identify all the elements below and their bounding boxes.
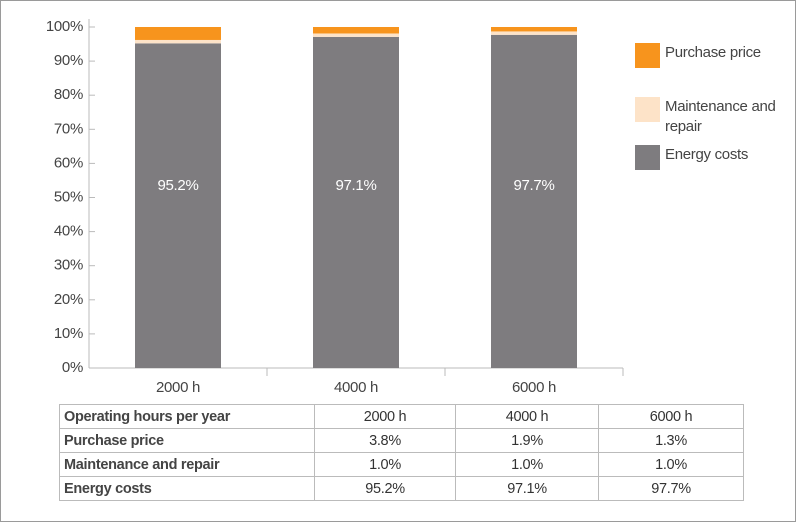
table-row: Maintenance and repair 1.0% 1.0% 1.0% — [59, 452, 744, 477]
table-row: Purchase price 3.8% 1.9% 1.3% — [59, 428, 744, 453]
bar-segment — [313, 27, 399, 34]
legend-label: Maintenance and repair — [665, 98, 776, 135]
y-tick-label: 90% — [54, 52, 83, 69]
legend-label: Energy costs — [665, 146, 749, 163]
table-cell: 1.3% — [598, 428, 744, 453]
x-tick-label: 4000 h — [334, 379, 378, 396]
table-cell: 1.0% — [455, 452, 599, 477]
table-row: Energy costs 95.2% 97.1% 97.7% — [59, 476, 744, 501]
data-table: Operating hours per year 2000 h 4000 h 6000… — [59, 404, 744, 501]
bar-segment — [135, 27, 221, 40]
y-tick-label: 0% — [62, 359, 83, 376]
bar-segment — [135, 39, 221, 44]
y-tick-label: 40% — [54, 223, 83, 240]
table-cell: 95.2% — [314, 476, 456, 501]
legend-swatch — [635, 97, 660, 122]
y-tick-label: 70% — [54, 120, 83, 137]
legend-label: Purchase price — [665, 44, 761, 61]
table-cell: 97.7% — [598, 476, 744, 501]
bar-segment — [491, 27, 577, 32]
legend-item: Energy costs — [635, 145, 780, 170]
bar-segment — [135, 43, 221, 368]
table-row: Operating hours per year 2000 h 4000 h 6000… — [59, 404, 744, 429]
x-tick-label: 6000 h — [512, 379, 556, 396]
table-cell: 97.1% — [455, 476, 599, 501]
legend-item: Purchase price — [635, 43, 780, 68]
legend-swatch — [635, 145, 660, 170]
y-tick-label: 30% — [54, 257, 83, 274]
data-label: 95.2% — [157, 177, 198, 194]
y-tick-label: 50% — [54, 188, 83, 205]
y-tick-label: 60% — [54, 154, 83, 171]
table-cell: 3.8% — [314, 428, 456, 453]
table-cell: 2000 h — [314, 404, 456, 429]
table-cell: 1.0% — [314, 452, 456, 477]
y-tick-label: 10% — [54, 325, 83, 342]
table-cell: Purchase price — [59, 428, 315, 453]
table-cell: 1.0% — [598, 452, 744, 477]
bar-segment — [313, 33, 399, 37]
bar-segment — [491, 34, 577, 369]
table-cell: 4000 h — [455, 404, 599, 429]
legend-swatch — [635, 43, 660, 68]
data-label: 97.7% — [513, 177, 554, 194]
y-tick-label: 100% — [46, 18, 83, 35]
chart: 0% 10% 20% 30% 40% 50% 60% 70% 80% 90% 100% 2000 h 9… — [46, 18, 624, 396]
data-label: 97.1% — [335, 177, 376, 194]
table-cell: 6000 h — [598, 404, 744, 429]
table-cell: Maintenance and repair — [59, 452, 315, 477]
table-cell: Operating hours per year — [59, 404, 315, 429]
y-tick-label: 80% — [54, 86, 83, 103]
bar-segment — [491, 31, 577, 35]
table-cell: Energy costs — [59, 476, 315, 501]
legend-item: Maintenance and repair — [635, 97, 780, 137]
x-tick-label: 2000 h — [156, 379, 200, 396]
y-tick-label: 20% — [54, 291, 83, 308]
table-cell: 1.9% — [455, 428, 599, 453]
bar-segment — [313, 36, 399, 368]
